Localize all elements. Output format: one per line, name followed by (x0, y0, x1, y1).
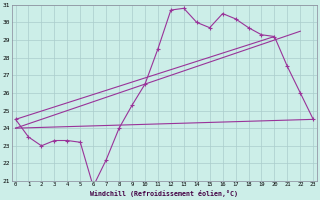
X-axis label: Windchill (Refroidissement éolien,°C): Windchill (Refroidissement éolien,°C) (90, 190, 238, 197)
